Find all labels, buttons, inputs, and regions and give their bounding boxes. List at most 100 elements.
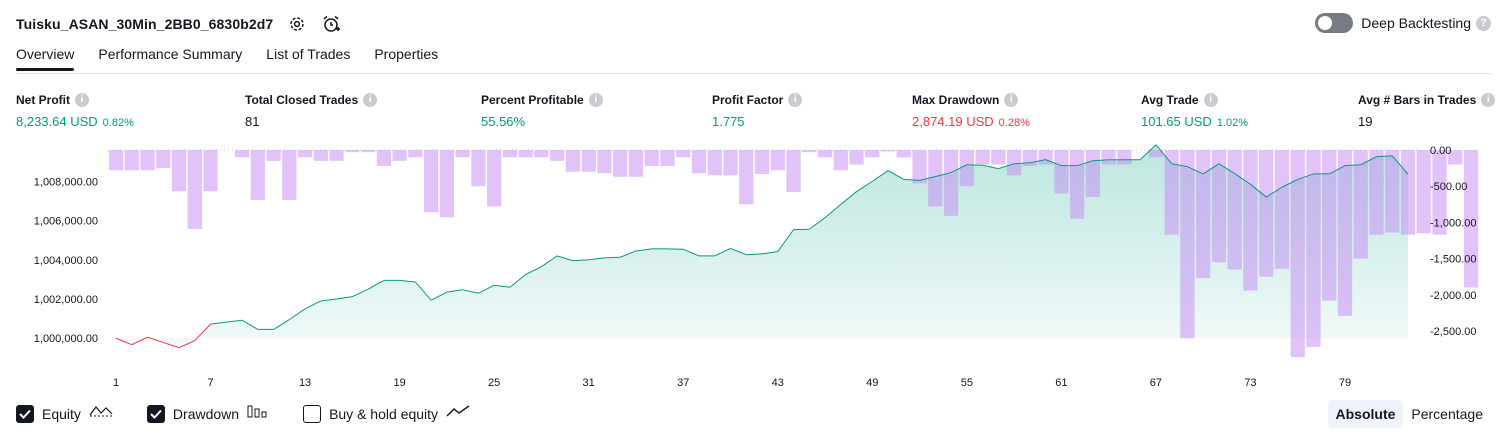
alarm-clock-add-icon[interactable]: [321, 14, 341, 34]
drawdown-axis-tick-label: -500.00: [1430, 181, 1467, 193]
equity-line-segment: [1139, 144, 1157, 161]
equity-line-segment: [1344, 164, 1361, 167]
equity-line-segment: [509, 274, 526, 288]
drawdown-bar: [770, 150, 785, 171]
drawdown-bar: [234, 150, 250, 158]
equity-axis-tick-label: 1,002,000.00: [34, 294, 98, 306]
x-axis-tick-label: 73: [1244, 377, 1256, 389]
checkbox-checked-icon[interactable]: [146, 404, 165, 423]
drawdown-bar: [1337, 150, 1353, 316]
equity-line-icon: [89, 404, 113, 423]
equity-line-segment: [1234, 173, 1251, 185]
drawdown-bar: [297, 150, 313, 158]
drawdown-bar: [975, 150, 990, 165]
drawdown-bar: [707, 150, 722, 176]
checkbox-unchecked-icon[interactable]: [303, 404, 322, 423]
x-axis-tick-label: 49: [866, 377, 878, 389]
drawdown-bar: [865, 150, 880, 158]
drawdown-bar: [1463, 150, 1479, 288]
equity-line-segment: [1391, 155, 1409, 175]
drawdown-bar: [1227, 150, 1242, 270]
legend-buy-hold-equity[interactable]: Buy & hold equity: [303, 404, 470, 423]
equity-line-segment: [525, 266, 542, 275]
drawdown-bar: [1290, 150, 1305, 358]
drawdown-bar: [550, 150, 565, 161]
value-mode-switch: Absolute Percentage: [1327, 400, 1492, 428]
tab-performance-summary[interactable]: Performance Summary: [98, 46, 243, 62]
drawdown-bar: [754, 150, 770, 174]
drawdown-bar: [1322, 150, 1337, 301]
drawdown-bar: [171, 150, 187, 192]
metric-label: Avg Trade: [1141, 93, 1199, 107]
info-icon[interactable]: i: [363, 93, 378, 107]
drawdown-bar: [360, 150, 376, 153]
drawdown-bar: [455, 150, 470, 158]
percentage-button[interactable]: Percentage: [1411, 406, 1483, 422]
equity-line-segment: [1250, 183, 1267, 198]
drawdown-bars-icon: [247, 404, 269, 423]
help-icon[interactable]: ?: [1476, 15, 1491, 31]
info-icon[interactable]: i: [1481, 93, 1496, 107]
equity-line-segment: [1187, 166, 1204, 175]
info-icon[interactable]: i: [1203, 93, 1218, 107]
drawdown-bar: [802, 150, 817, 153]
deep-backtesting-toggle[interactable]: [1315, 13, 1354, 33]
equity-axis-tick-label: 1,006,000.00: [34, 216, 98, 228]
drawdown-bar: [203, 150, 218, 192]
drawdown-bar: [1085, 150, 1101, 198]
info-icon[interactable]: i: [75, 93, 89, 107]
drawdown-bar: [959, 150, 974, 187]
metric-percent-profitable: Percent Profitable i 55.56%: [481, 93, 603, 129]
info-icon[interactable]: i: [1004, 93, 1019, 107]
tab-list-of-trades[interactable]: List of Trades: [266, 46, 351, 62]
metric-label: Net Profit: [16, 93, 70, 107]
equity-area: [116, 144, 1408, 348]
equity-line-segment: [1328, 165, 1346, 175]
equity-line-segment: [872, 170, 889, 182]
equity-line-segment: [178, 340, 195, 349]
metric-value: 55.56%: [481, 114, 526, 129]
info-icon[interactable]: i: [788, 93, 803, 107]
drawdown-bar: [502, 150, 518, 158]
deep-backtesting-label: Deep Backtesting: [1361, 15, 1471, 31]
drawdown-bar: [392, 150, 407, 161]
equity-line-segment: [478, 284, 495, 294]
metric-label: Total Closed Trades: [245, 93, 359, 107]
drawdown-bar: [108, 150, 124, 171]
drawdown-bar: [928, 150, 943, 207]
buy-hold-line-icon: [446, 404, 470, 423]
equity-line-segment: [998, 163, 1015, 170]
drawdown-bar: [1180, 150, 1195, 339]
gear-icon[interactable]: [287, 14, 307, 34]
equity-line-segment: [572, 259, 589, 262]
drawdown-bar: [518, 150, 533, 158]
drawdown-bar: [896, 150, 911, 158]
equity-line-segment: [761, 251, 778, 255]
drawdown-bar: [739, 150, 754, 205]
drawdown-bar: [266, 150, 281, 161]
equity-axis-tick-label: 1,000,000.00: [34, 333, 98, 345]
legend-equity[interactable]: Equity: [16, 404, 113, 423]
info-icon[interactable]: i: [588, 93, 603, 107]
equity-line-segment: [241, 319, 259, 330]
metric-max-drawdown: Max Drawdown i 2,874.19 USD 0.28%: [912, 93, 1030, 129]
absolute-button[interactable]: Absolute: [1327, 400, 1404, 428]
tab-properties[interactable]: Properties: [374, 46, 439, 62]
drawdown-bar: [1274, 150, 1290, 269]
equity-drawdown-chart[interactable]: 1,000,000.00 1,002,000.00 1,004,000.00 1,00…: [0, 140, 1507, 395]
drawdown-bar: [786, 150, 801, 192]
tab-bar: Overview Performance Summary List of Tra…: [16, 46, 462, 71]
legend-drawdown[interactable]: Drawdown: [146, 404, 269, 423]
tab-overview[interactable]: Overview: [16, 46, 75, 71]
checkbox-checked-icon[interactable]: [16, 404, 34, 423]
metric-pct: 0.82%: [102, 117, 134, 129]
drawdown-axis-tick-label: -2,000.00: [1430, 290, 1476, 302]
drawdown-bar: [1054, 150, 1069, 194]
tabs-divider: [16, 73, 1491, 74]
drawdown-bar: [1148, 150, 1164, 158]
drawdown-bar: [156, 150, 171, 169]
drawdown-axis-tick-label: 0.00: [1430, 145, 1451, 157]
drawdown-bar: [912, 150, 927, 184]
equity-line-segment: [494, 284, 510, 288]
equity-line-segment: [966, 164, 983, 166]
